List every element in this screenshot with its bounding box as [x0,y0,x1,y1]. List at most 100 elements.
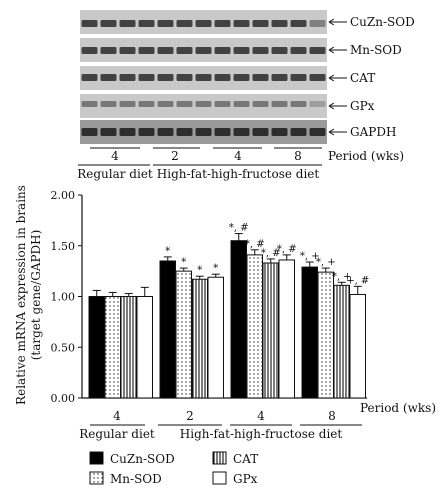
gel-band-lane [195,74,212,81]
gel-band-lane [81,101,98,107]
bar-cuzn-sod [159,260,176,399]
gel-band-lane [119,128,136,136]
y-tick-label: 1.00 [51,291,76,304]
gel-band-lane [176,47,193,54]
legend-swatch [89,471,104,485]
gapdh-band: GAPDH [80,120,396,144]
mn-sod-band: Mn-SOD [80,38,402,62]
gel-band-lane [157,20,174,27]
gel-band-lane [252,74,269,81]
x-axis-labels: 4 2 4 8 Period (wks) Regular diet High-f… [79,401,436,441]
gel-period-label: 2 [171,149,179,163]
gel-band-lane [271,74,288,81]
legend-item: CuZn-SOD [89,451,175,466]
bar-mn-sod [246,254,263,399]
gel-band-lane [271,128,288,136]
gel-band-lane [138,101,155,107]
gel-band-lane [271,20,288,27]
gel-band-lane [119,74,136,81]
bar-cat [191,278,208,399]
x-category-label: 8 [328,409,336,423]
significance-label: *, + [332,271,352,282]
significance-label: *, # [277,244,297,255]
bar-chart: 0.000.501.001.502.00*** **, #*, #*, #*, #… [51,189,370,405]
gel-band-lane [176,101,193,107]
gel-period-axis-label: Period (wks) [328,149,404,163]
gel-band-lane [119,20,136,27]
gel-band-lane [252,20,269,27]
bar-mn-sod [104,296,121,399]
gpx-band: GPx [80,94,375,118]
legend-label: GPx [233,472,258,486]
gel-band-lane [138,47,155,54]
gel-arrow-head-icon [328,102,335,110]
gel-band-lane [309,74,326,81]
gel-band-lane [233,47,250,54]
gel-band-lane [309,20,326,27]
gel-band-lane [195,128,212,136]
x-axis-title: Period (wks) [360,401,436,415]
gel-band-lane [176,20,193,27]
significance-label: * [181,257,186,268]
gel-band-lane [271,101,288,107]
gel-band-lane [100,47,117,54]
gel-band-lane [119,101,136,107]
bar-gpx [278,259,295,399]
gel-band-lane [214,20,231,27]
significance-label: *, # [245,239,265,250]
y-axis-label-line2: (target gene/GAPDH) [29,230,43,361]
gel-band-label: CAT [350,71,375,85]
gel-band-lane [309,101,326,107]
gel-group-label-hfhf: High-fat-high-fructose diet [157,167,320,181]
gel-band-lane [252,128,269,136]
x-category-label: 4 [113,409,121,423]
gel-band-lane [290,74,307,81]
legend-item: Mn-SOD [89,471,162,486]
gel-band-label: GAPDH [350,125,396,139]
gel-band-lane [233,128,250,136]
gel-band-lane [157,128,174,136]
legend-label: CuZn-SOD [110,452,175,466]
significance-label: *, # [261,248,281,259]
gel-band-lane [81,20,98,27]
bar-cuzn-sod [88,296,105,399]
gel-band-lane [195,20,212,27]
gel-band-lane [157,101,174,107]
cat-band: CAT [80,66,375,90]
bar-gpx [349,293,366,399]
gel-band-lane [214,47,231,54]
gel-band-label: GPx [350,99,375,113]
bar-gpx [207,276,224,399]
legend-swatch [212,471,227,485]
legend-label: Mn-SOD [110,472,162,486]
y-tick-label: 1.50 [51,240,76,253]
significance-label: * [213,263,218,274]
gel-band-lane [100,101,117,107]
y-tick-label: 0.50 [51,341,76,354]
gel-band-lane [157,74,174,81]
significance-label: * [165,246,170,257]
gel-band-lane [233,101,250,107]
gel-band-lane [252,47,269,54]
significance-label: *, + [300,251,320,262]
significance-label: * [197,265,202,276]
gel-band-lane [195,101,212,107]
bar-mn-sod [175,270,192,399]
gel-band-lane [81,128,98,136]
gel-group-brackets: Regular diet High-fat-high-fructose diet [77,147,322,181]
legend-swatch [212,451,227,465]
gel-band-label: CuZn-SOD [350,15,415,29]
gel-band-lane [233,74,250,81]
gel-band-lane [195,47,212,54]
cuzn-sod-band: CuZn-SOD [80,10,415,34]
gel-arrow-head-icon [328,74,335,82]
y-tick-label: 2.00 [51,189,76,202]
gel-period-labels: 4 2 4 8 Period (wks) [111,149,404,163]
gel-band-lane [100,128,117,136]
gel-band-lane [309,128,326,136]
gel-band-lane [176,128,193,136]
x-category-label: 4 [257,409,265,423]
gel-band-lane [309,47,326,54]
gel-band-lane [138,20,155,27]
